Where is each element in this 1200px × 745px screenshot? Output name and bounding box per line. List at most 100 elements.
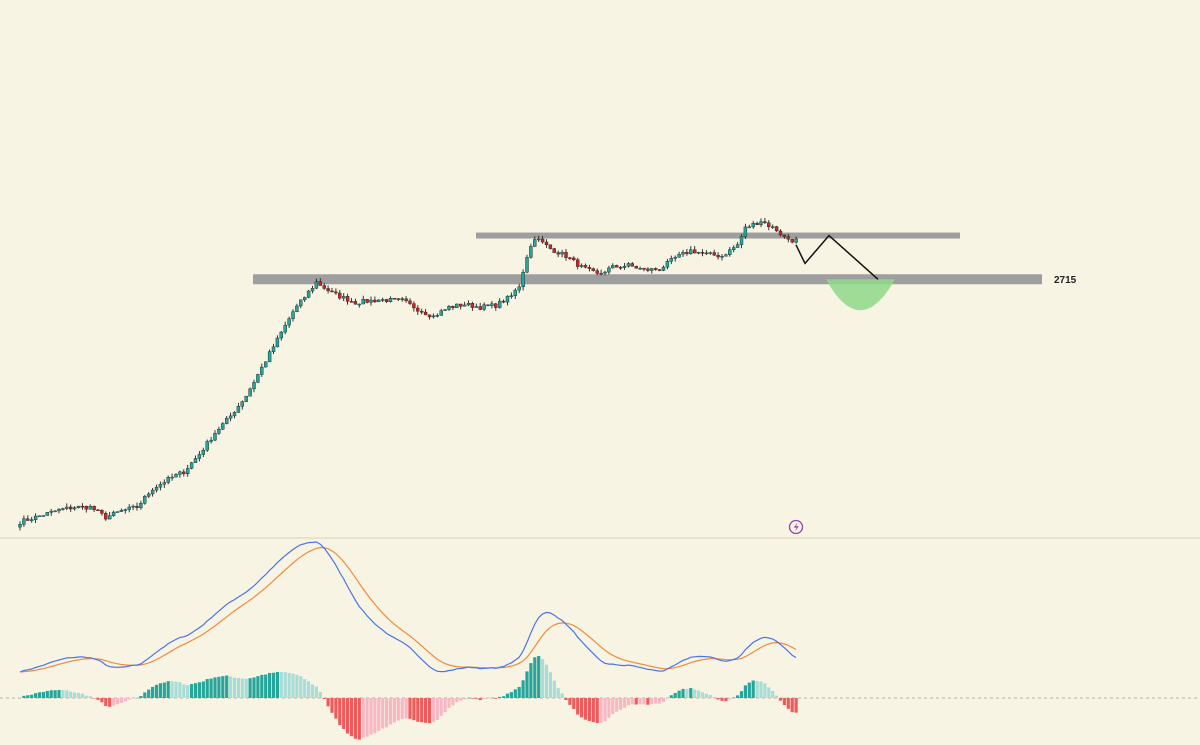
macd-pane[interactable] [0, 541, 1200, 740]
histogram-bar [603, 698, 607, 722]
candle-body [462, 304, 467, 307]
candle-body [423, 311, 428, 315]
candle-body [53, 510, 57, 513]
histogram-bar [790, 698, 794, 713]
histogram-bar [505, 693, 510, 698]
candle-body [583, 265, 588, 268]
candle-body [771, 226, 775, 228]
candle-body [751, 223, 755, 228]
candle-body [127, 506, 131, 510]
candle-body [486, 304, 490, 306]
candle-body [634, 266, 638, 269]
candle-body [525, 257, 529, 273]
candle-body [630, 263, 634, 267]
histogram-bar [728, 698, 732, 700]
price-pane[interactable]: 2715 [18, 217, 1077, 535]
histogram-bar [41, 692, 45, 698]
candle-body [92, 506, 96, 511]
candle-body [221, 423, 225, 430]
candle-body [349, 301, 354, 303]
histogram-bar [307, 681, 311, 698]
histogram-bar [747, 682, 751, 698]
candle-body [759, 221, 763, 225]
histogram-bar [92, 698, 96, 699]
candle-body [587, 267, 592, 269]
histogram-bar [80, 693, 84, 698]
histogram-bar [299, 676, 303, 698]
candle-body [342, 296, 346, 299]
candle-body [80, 505, 85, 508]
histogram-bar [330, 698, 334, 713]
candle-body [720, 256, 724, 258]
histogram-bar [76, 692, 81, 698]
candle-body [611, 265, 615, 269]
histogram-bar [708, 694, 712, 698]
histogram-bar [778, 698, 783, 701]
histogram-bar [232, 677, 237, 698]
lightning-icon[interactable] [788, 519, 804, 535]
candle-body [193, 458, 198, 463]
candle-body [646, 268, 650, 271]
histogram-bar [630, 698, 634, 705]
candle-body [72, 507, 77, 510]
histogram-bar [490, 697, 494, 699]
histogram-bar [182, 684, 186, 698]
histogram-bar [786, 698, 790, 709]
candle-body [330, 290, 334, 293]
resistance-zone [476, 232, 960, 239]
histogram-bar [73, 692, 77, 698]
histogram-bar [439, 698, 443, 716]
histogram-bar [622, 698, 627, 708]
histogram-bar [45, 690, 49, 698]
histogram-bar [357, 698, 361, 740]
histogram-bar [236, 677, 240, 698]
candle-body [197, 454, 202, 459]
histogram-bar [704, 693, 708, 698]
candle-body [498, 300, 502, 308]
histogram-bar [88, 696, 92, 698]
histogram-bar [349, 698, 354, 737]
histogram-bar [361, 698, 365, 738]
candle-body [482, 304, 486, 310]
candle-body [685, 252, 689, 254]
candle-body [607, 267, 611, 273]
candle-body [291, 311, 295, 319]
candle-body [299, 299, 303, 307]
histogram-bar [166, 681, 170, 698]
histogram-bar [131, 698, 135, 699]
candle-body [704, 252, 709, 255]
candles [18, 217, 798, 531]
histogram-bar [404, 698, 408, 719]
candle-body [439, 310, 443, 316]
candle-body [537, 238, 541, 241]
histogram-bar [158, 683, 162, 698]
candle-body [396, 298, 400, 300]
histogram-bar [127, 698, 131, 700]
histogram-bar [420, 698, 424, 723]
histogram-bar [611, 698, 615, 714]
histogram-bar [322, 698, 326, 699]
candle-body [384, 299, 389, 302]
candle-body [724, 254, 728, 257]
candle-body [146, 493, 151, 497]
histogram-bar [353, 698, 357, 739]
candle-body [338, 292, 342, 299]
candle-body [158, 483, 163, 488]
histogram-bar [716, 698, 720, 700]
candle-body [408, 300, 412, 304]
histogram-bar [638, 698, 642, 705]
candle-body [661, 266, 666, 271]
histogram-bar [96, 698, 100, 700]
candle-body [728, 249, 732, 255]
histogram-bar [334, 698, 338, 719]
histogram-bar [260, 674, 264, 698]
histogram-bar [26, 695, 30, 698]
histogram-bar [755, 681, 759, 698]
histogram-bar [646, 698, 650, 705]
candle-body [295, 305, 299, 312]
histogram-bar [736, 695, 740, 698]
histogram-bar [65, 690, 69, 698]
candle-body [786, 236, 790, 240]
candle-body [248, 388, 252, 397]
